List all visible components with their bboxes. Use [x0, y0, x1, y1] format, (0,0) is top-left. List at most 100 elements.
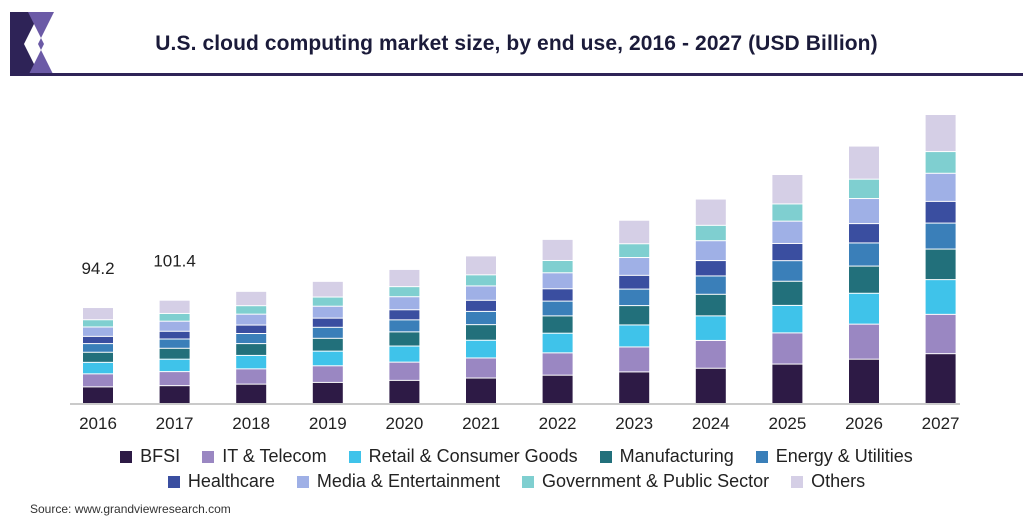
legend-item: IT & Telecom — [202, 446, 327, 467]
bar-stack-2023 — [619, 220, 650, 403]
bar-segment — [849, 359, 879, 403]
bar-segment — [849, 324, 879, 359]
legend-swatch — [167, 475, 180, 488]
bar-segment — [159, 359, 190, 372]
bar-segment — [83, 352, 113, 362]
bar-segment — [236, 344, 267, 355]
total-data-label: 94.2 — [81, 259, 114, 278]
bar-segment — [925, 249, 956, 280]
bar-segment — [83, 308, 113, 320]
bar-segment — [849, 179, 879, 199]
bar-segment — [849, 243, 879, 266]
bar-stack-2022 — [542, 239, 573, 403]
bar-segment — [236, 334, 267, 344]
bar-segment — [466, 358, 496, 378]
legend-swatch — [120, 450, 133, 463]
bar-segment — [772, 221, 803, 243]
bar-segment — [542, 301, 573, 316]
bar-segment — [772, 204, 803, 221]
bar-segment — [466, 300, 496, 311]
x-tick-label: 2023 — [615, 414, 653, 433]
legend-swatch — [522, 475, 534, 488]
bar-stack-2018 — [236, 291, 267, 403]
source-note: Source: www.grandviewresearch.com — [30, 502, 231, 516]
bar-segment — [466, 325, 496, 340]
bar-segment — [925, 354, 956, 403]
legend-label: Healthcare — [187, 471, 275, 491]
x-tick-label: 2016 — [79, 414, 117, 433]
bar-segment — [542, 260, 573, 273]
stacked-bar-chart: 2016 94.2 2017 101.4 2018 2019 2020 2021 2022 202… — [70, 115, 960, 433]
bar-segment — [312, 318, 343, 327]
legend-label: Energy & Utilities — [775, 446, 913, 466]
legend-swatch — [755, 450, 768, 463]
bar-segment — [83, 344, 113, 352]
bar-segment — [772, 281, 803, 305]
legend-label: Manufacturing — [619, 446, 734, 466]
bar-stack-2027 — [925, 115, 956, 403]
bar-segment — [772, 364, 803, 403]
bar-segment — [236, 355, 267, 369]
bar-segment — [542, 375, 573, 403]
bar-segment — [83, 336, 113, 344]
bar-segment — [619, 372, 650, 403]
bar-segment — [695, 225, 726, 241]
x-tick-label: 2024 — [692, 414, 730, 433]
header-rule — [10, 73, 1023, 76]
bar-segment — [619, 289, 650, 306]
bar-stack-2021 — [466, 256, 496, 403]
bar-segment — [312, 297, 343, 306]
bar-segment — [542, 273, 573, 289]
bar-segment — [542, 316, 573, 333]
legend-item: Government & Public Sector — [522, 471, 769, 492]
bar-segment — [466, 275, 496, 286]
bar-segment — [466, 286, 496, 300]
bar-segment — [772, 175, 803, 204]
bar-segment — [542, 353, 573, 375]
bar-segment — [695, 294, 726, 316]
legend-label: Media & Entertainment — [316, 471, 500, 491]
legend-label: Government & Public Sector — [542, 471, 770, 491]
bar-segment — [466, 340, 496, 358]
bar-segment — [925, 173, 956, 201]
bar-segment — [159, 372, 190, 386]
bar-segment — [83, 327, 113, 336]
bar-segment — [772, 261, 803, 281]
bar-segment — [159, 300, 190, 313]
total-data-label: 101.4 — [153, 252, 196, 271]
bar-segment — [389, 287, 420, 297]
bar-segment — [849, 224, 879, 243]
bar-segment — [619, 220, 650, 244]
bar-segment — [389, 346, 420, 362]
bar-segment — [925, 152, 956, 173]
legend-row: Healthcare Media & Entertainment Governmen… — [0, 469, 1033, 494]
bar-stack-2024 — [695, 199, 726, 403]
bar-segment — [695, 199, 726, 225]
bar-segment — [236, 291, 267, 306]
bar-segment — [159, 339, 190, 348]
bar-segment — [83, 374, 113, 387]
bar-segment — [389, 310, 420, 320]
legend-label: IT & Telecom — [222, 446, 327, 466]
bar-segment — [542, 289, 573, 301]
bar-segment — [619, 347, 650, 372]
bar-segment — [542, 333, 573, 353]
legend-swatch — [791, 475, 804, 488]
bar-segment — [695, 241, 726, 261]
bar-segment — [695, 316, 726, 340]
bar-segment — [925, 314, 956, 354]
bar-stack-2019 — [312, 281, 343, 403]
x-tick-label: 2027 — [922, 414, 960, 433]
bar-segment — [389, 269, 420, 287]
bar-segment — [236, 369, 267, 384]
bar-segment — [695, 368, 726, 403]
x-tick-label: 2026 — [845, 414, 883, 433]
bar-segment — [772, 243, 803, 261]
bar-segment — [619, 258, 650, 275]
bar-segment — [849, 293, 879, 324]
bar-segment — [389, 320, 420, 332]
bar-segment — [312, 366, 343, 382]
bar-segment — [925, 201, 956, 223]
bar-segment — [466, 311, 496, 325]
bar-segment — [619, 306, 650, 325]
